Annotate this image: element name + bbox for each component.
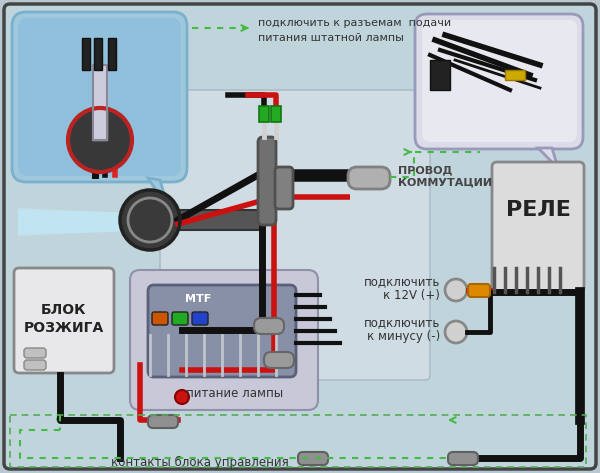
Text: питание лампы: питание лампы	[187, 386, 284, 400]
Polygon shape	[538, 148, 558, 168]
Text: подключить: подключить	[364, 275, 440, 289]
FancyBboxPatch shape	[275, 167, 293, 209]
Text: подключить к разъемам  подачи: подключить к разъемам подачи	[258, 18, 451, 28]
FancyBboxPatch shape	[130, 270, 318, 410]
Text: подключить: подключить	[364, 316, 440, 330]
Circle shape	[120, 190, 180, 250]
FancyBboxPatch shape	[18, 18, 181, 176]
FancyBboxPatch shape	[4, 4, 596, 469]
Bar	[430, 60, 450, 90]
Bar	[82, 38, 90, 70]
Bar	[108, 38, 116, 70]
Text: РОЗЖИГА: РОЗЖИГА	[24, 321, 104, 335]
FancyBboxPatch shape	[415, 14, 583, 149]
Polygon shape	[18, 210, 125, 234]
Text: к минусу (-): к минусу (-)	[367, 330, 440, 342]
Text: MTF: MTF	[185, 294, 211, 304]
FancyBboxPatch shape	[448, 452, 478, 465]
Text: ПРОВОД: ПРОВОД	[398, 165, 452, 175]
Circle shape	[445, 321, 467, 343]
FancyBboxPatch shape	[492, 162, 584, 292]
FancyBboxPatch shape	[152, 312, 168, 325]
FancyBboxPatch shape	[468, 284, 490, 297]
FancyBboxPatch shape	[422, 20, 577, 142]
Text: к 12V (+): к 12V (+)	[383, 289, 440, 301]
Polygon shape	[148, 178, 168, 208]
FancyBboxPatch shape	[24, 348, 46, 358]
FancyBboxPatch shape	[172, 312, 188, 325]
FancyBboxPatch shape	[258, 137, 276, 225]
Bar	[94, 38, 102, 70]
FancyBboxPatch shape	[348, 167, 390, 189]
Text: питания штатной лампы: питания штатной лампы	[258, 33, 404, 43]
Polygon shape	[93, 65, 107, 140]
FancyBboxPatch shape	[160, 90, 430, 380]
FancyBboxPatch shape	[264, 352, 294, 368]
Polygon shape	[18, 208, 125, 236]
FancyBboxPatch shape	[12, 12, 187, 182]
Bar	[10, 415, 586, 467]
Text: РЕЛЕ: РЕЛЕ	[506, 200, 571, 220]
Bar	[178, 210, 263, 230]
Circle shape	[445, 279, 467, 301]
FancyBboxPatch shape	[192, 312, 208, 325]
FancyBboxPatch shape	[148, 415, 178, 428]
Circle shape	[68, 108, 132, 172]
Text: контакты блока управления: контакты блока управления	[111, 455, 289, 469]
Bar	[271, 106, 281, 122]
Text: КОММУТАЦИИ: КОММУТАЦИИ	[398, 178, 492, 188]
Bar	[259, 106, 269, 122]
FancyBboxPatch shape	[148, 285, 296, 377]
Bar	[505, 70, 525, 80]
FancyBboxPatch shape	[254, 318, 284, 334]
FancyBboxPatch shape	[14, 268, 114, 373]
Circle shape	[175, 390, 189, 404]
Text: БЛОК: БЛОК	[41, 303, 87, 317]
FancyBboxPatch shape	[24, 360, 46, 370]
FancyBboxPatch shape	[298, 452, 328, 465]
